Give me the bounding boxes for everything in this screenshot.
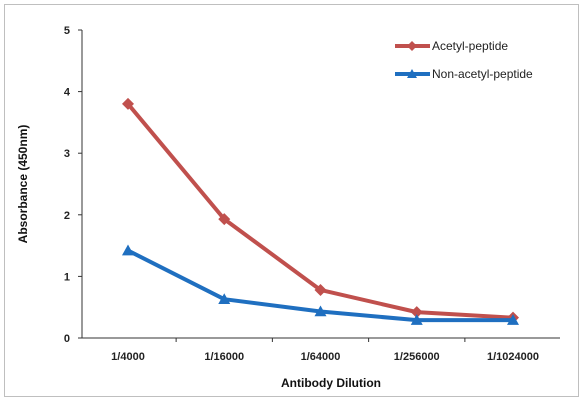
data-point-non-acetyl <box>314 305 327 317</box>
x-tick-label: 1/16000 <box>204 351 244 363</box>
data-point-acetyl <box>410 306 423 319</box>
y-tick-label: 1 <box>64 271 70 283</box>
y-tick-label: 0 <box>64 333 70 345</box>
y-tick-label: 4 <box>64 87 71 99</box>
legend-marker-acetyl <box>407 41 417 51</box>
x-tick-label: 1/64000 <box>301 351 341 363</box>
data-point-non-acetyl <box>507 314 519 325</box>
data-point-non-acetyl <box>410 314 423 325</box>
legend-item-acetyl: Acetyl-peptide <box>395 39 508 53</box>
legend-label-non-acetyl: Non-acetyl-peptide <box>432 67 533 81</box>
y-tick-label: 5 <box>64 25 70 37</box>
series-layer <box>122 97 519 325</box>
data-point-acetyl <box>218 213 231 226</box>
x-tick-label: 1/4000 <box>111 351 145 363</box>
data-point-acetyl <box>122 97 134 110</box>
x-tick-label: 1/1024000 <box>487 351 539 363</box>
x-axis-title: Antibody Dilution <box>281 376 381 390</box>
x-ticks: 1/4000 1/16000 1/64000 1/256000 1/1024000 <box>111 338 539 363</box>
data-point-acetyl <box>314 283 327 296</box>
x-tick-label: 1/256000 <box>394 351 440 363</box>
legend: Acetyl-peptide Non-acetyl-peptide <box>395 39 533 81</box>
data-point-non-acetyl <box>218 293 231 304</box>
y-ticks: 0 1 2 3 4 5 <box>64 25 82 345</box>
axes <box>81 30 560 339</box>
legend-item-non-acetyl: Non-acetyl-peptide <box>395 67 533 81</box>
legend-marker-non-acetyl <box>407 69 417 78</box>
legend-label-acetyl: Acetyl-peptide <box>432 39 508 53</box>
chart-frame <box>4 4 579 397</box>
y-axis-title: Absorbance (450nm) <box>16 125 30 244</box>
data-point-non-acetyl <box>122 244 134 256</box>
y-tick-label: 2 <box>64 210 70 222</box>
y-tick-label: 3 <box>64 148 70 160</box>
